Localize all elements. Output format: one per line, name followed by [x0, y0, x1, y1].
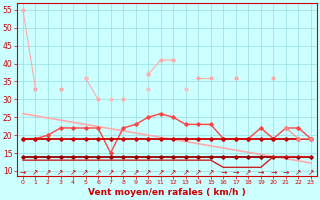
Text: ↗: ↗ — [70, 168, 76, 177]
Text: ↗: ↗ — [245, 168, 252, 177]
Text: →: → — [258, 168, 264, 177]
Text: →: → — [220, 168, 227, 177]
Text: ↗: ↗ — [182, 168, 189, 177]
Text: →: → — [233, 168, 239, 177]
Text: ↗: ↗ — [195, 168, 202, 177]
Text: ↗: ↗ — [57, 168, 64, 177]
Text: →: → — [283, 168, 289, 177]
X-axis label: Vent moyen/en rafales ( km/h ): Vent moyen/en rafales ( km/h ) — [88, 188, 246, 197]
Text: ↗: ↗ — [120, 168, 126, 177]
Text: ↗: ↗ — [82, 168, 89, 177]
Text: →: → — [270, 168, 276, 177]
Text: ↗: ↗ — [45, 168, 51, 177]
Text: ↗: ↗ — [132, 168, 139, 177]
Text: ↗: ↗ — [32, 168, 39, 177]
Text: ↗: ↗ — [208, 168, 214, 177]
Text: ↗: ↗ — [295, 168, 302, 177]
Text: ↗: ↗ — [145, 168, 151, 177]
Text: ↗: ↗ — [170, 168, 176, 177]
Text: →: → — [20, 168, 26, 177]
Text: ↗: ↗ — [108, 168, 114, 177]
Text: ↗: ↗ — [157, 168, 164, 177]
Text: ↗: ↗ — [95, 168, 101, 177]
Text: ↗: ↗ — [308, 168, 314, 177]
